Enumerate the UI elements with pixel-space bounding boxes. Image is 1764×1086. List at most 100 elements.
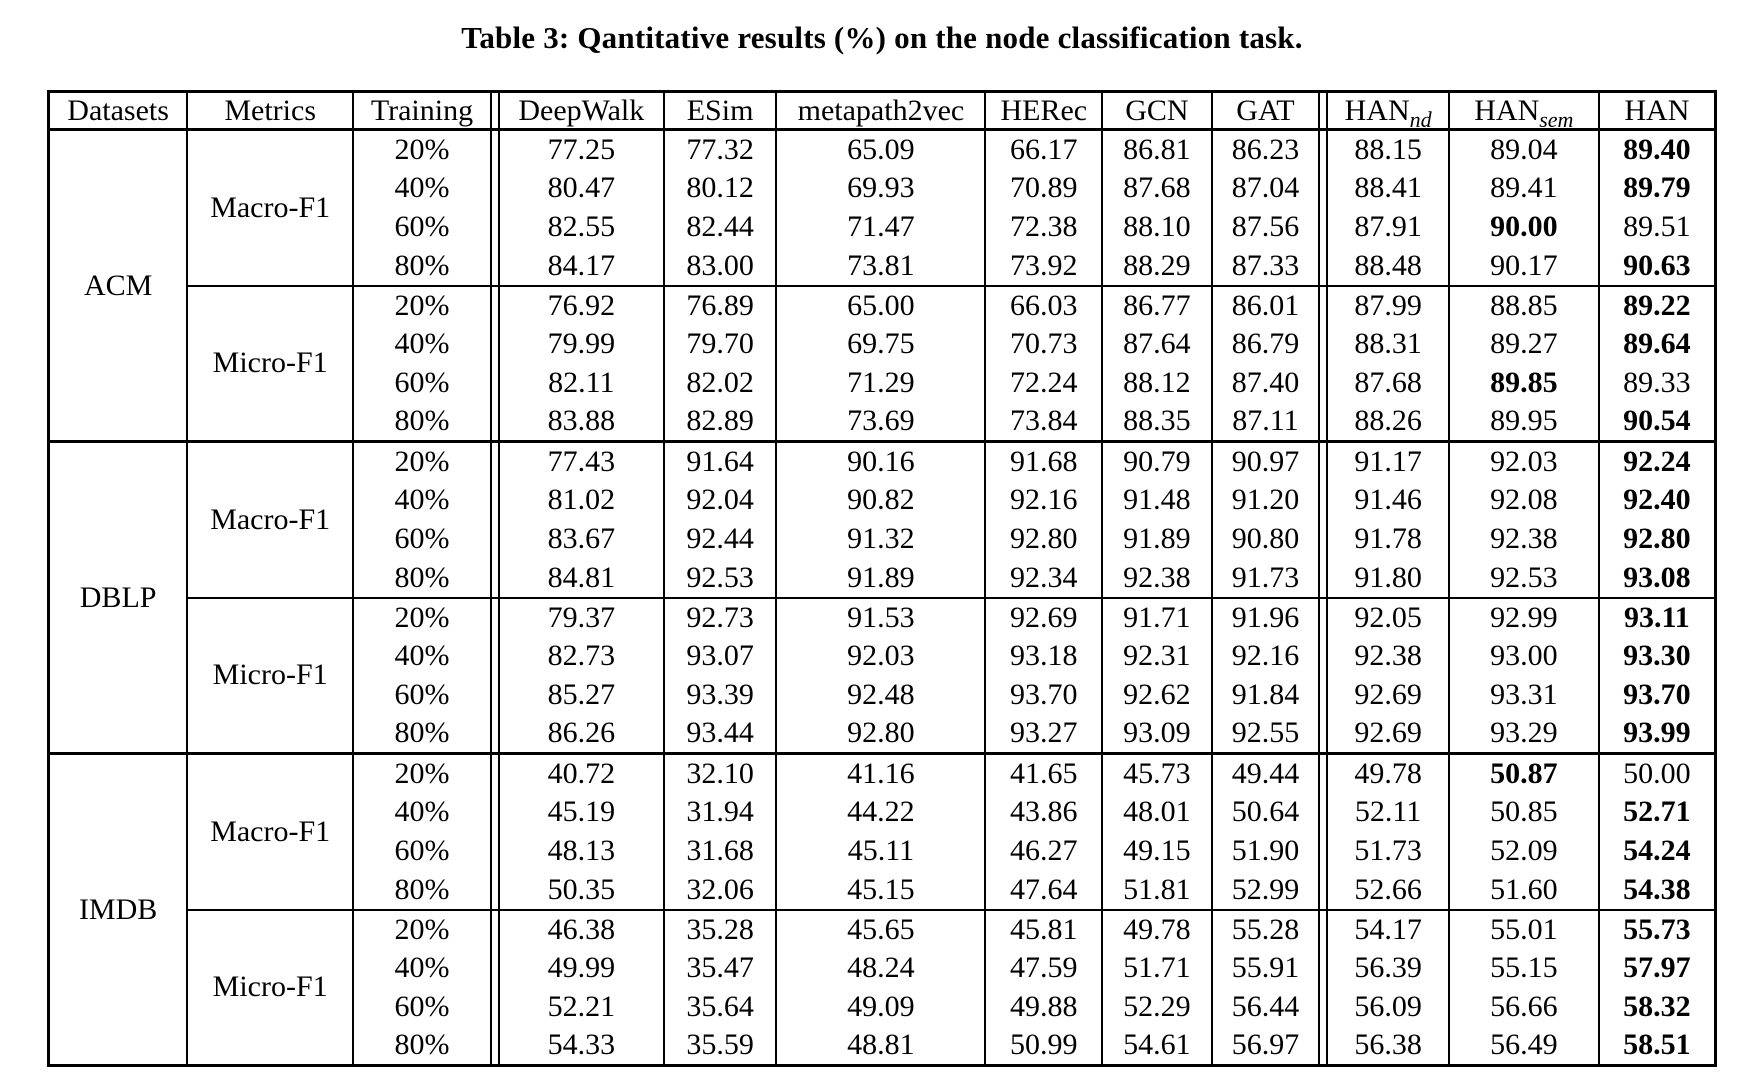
value-cell: 89.79 <box>1597 168 1717 208</box>
column-separator <box>489 636 500 676</box>
value-cell: 49.78 <box>1326 752 1450 793</box>
value-cell: 86.77 <box>1101 284 1213 325</box>
value-cell: 93.07 <box>662 636 778 676</box>
header-datasets: Datasets <box>47 91 189 131</box>
value-cell: 93.00 <box>1447 636 1600 676</box>
value-cell: 92.53 <box>662 558 778 598</box>
value-cell: 82.55 <box>497 207 665 247</box>
value-cell: 45.15 <box>775 870 987 910</box>
table-row: 80% 84.81 92.53 91.89 92.34 92.38 91.73 91.80 92… <box>49 558 1717 598</box>
value-cell: 55.73 <box>1597 908 1717 949</box>
value-cell: 90.97 <box>1210 440 1321 481</box>
training-cell: 40% <box>352 792 492 832</box>
column-separator <box>1318 948 1329 988</box>
header-gat: GAT <box>1210 91 1321 131</box>
value-cell: 77.32 <box>662 129 778 169</box>
value-cell: 91.89 <box>775 558 987 598</box>
value-cell: 52.99 <box>1210 870 1321 910</box>
column-separator <box>1318 752 1329 793</box>
training-cell: 40% <box>352 480 492 520</box>
value-cell: 89.95 <box>1447 402 1600 442</box>
training-cell: 40% <box>352 948 492 988</box>
value-cell: 56.38 <box>1326 1026 1450 1066</box>
value-cell: 93.70 <box>1597 675 1717 715</box>
value-cell: 58.32 <box>1597 987 1717 1027</box>
value-cell: 91.48 <box>1101 480 1213 520</box>
value-cell: 50.00 <box>1597 752 1717 793</box>
value-cell: 31.94 <box>662 792 778 832</box>
value-cell: 32.10 <box>662 752 778 793</box>
value-cell: 44.22 <box>775 792 987 832</box>
metric-cell: Micro-F1 <box>186 284 355 442</box>
value-cell: 69.75 <box>775 324 987 364</box>
value-cell: 82.89 <box>662 402 778 442</box>
value-cell: 92.40 <box>1597 480 1717 520</box>
column-separator <box>489 91 500 131</box>
value-cell: 49.88 <box>984 987 1104 1027</box>
value-cell: 92.44 <box>662 519 778 559</box>
header-deepwalk: DeepWalk <box>497 91 665 131</box>
value-cell: 50.64 <box>1210 792 1321 832</box>
table-row: 60% 82.11 82.02 71.29 72.24 88.12 87.40 87.68 89… <box>49 363 1717 403</box>
value-cell: 48.81 <box>775 1026 987 1066</box>
value-cell: 49.78 <box>1101 908 1213 949</box>
header-han: HAN <box>1597 91 1717 131</box>
value-cell: 92.38 <box>1326 636 1450 676</box>
value-cell: 83.88 <box>497 402 665 442</box>
value-cell: 92.69 <box>1326 714 1450 754</box>
value-cell: 56.66 <box>1447 987 1600 1027</box>
column-separator <box>489 831 500 871</box>
column-separator <box>489 752 500 793</box>
value-cell: 35.28 <box>662 908 778 949</box>
results-table: Datasets Metrics Training DeepWalk ESim … <box>47 90 1717 1067</box>
value-cell: 77.43 <box>497 440 665 481</box>
value-cell: 72.38 <box>984 207 1104 247</box>
column-separator <box>489 948 500 988</box>
value-cell: 88.12 <box>1101 363 1213 403</box>
value-cell: 73.92 <box>984 246 1104 286</box>
training-cell: 60% <box>352 987 492 1027</box>
value-cell: 92.80 <box>1597 519 1717 559</box>
column-separator <box>1318 440 1329 481</box>
column-separator <box>1318 284 1329 325</box>
value-cell: 92.34 <box>984 558 1104 598</box>
value-cell: 92.03 <box>1447 440 1600 481</box>
column-separator <box>489 1026 500 1066</box>
value-cell: 92.48 <box>775 675 987 715</box>
column-separator <box>489 675 500 715</box>
value-cell: 84.17 <box>497 246 665 286</box>
table-row: 80% 83.88 82.89 73.69 73.84 88.35 87.11 88.26 89… <box>49 402 1717 442</box>
value-cell: 66.17 <box>984 129 1104 169</box>
table-row: DBLP Macro-F1 20% 77.43 91.64 90.16 91.68 90.79… <box>47 440 1717 754</box>
value-cell: 51.73 <box>1326 831 1450 871</box>
training-cell: 80% <box>352 1026 492 1066</box>
value-cell: 47.59 <box>984 948 1104 988</box>
value-cell: 90.63 <box>1597 246 1717 286</box>
value-cell: 93.18 <box>984 636 1104 676</box>
column-separator <box>489 908 500 949</box>
value-cell: 82.11 <box>497 363 665 403</box>
value-cell: 50.35 <box>497 870 665 910</box>
value-cell: 82.02 <box>662 363 778 403</box>
value-cell: 92.04 <box>662 480 778 520</box>
value-cell: 92.16 <box>984 480 1104 520</box>
value-cell: 90.54 <box>1597 402 1717 442</box>
value-cell: 86.23 <box>1210 129 1321 169</box>
value-cell: 92.99 <box>1447 596 1600 637</box>
training-cell: 20% <box>352 440 492 481</box>
table-row: 60% 48.13 31.68 45.11 46.27 49.15 51.90 51.73 52… <box>49 831 1717 871</box>
value-cell: 76.89 <box>662 284 778 325</box>
value-cell: 87.68 <box>1101 168 1213 208</box>
value-cell: 91.89 <box>1101 519 1213 559</box>
value-cell: 93.99 <box>1597 714 1717 754</box>
training-cell: 20% <box>352 752 492 793</box>
value-cell: 32.06 <box>662 870 778 910</box>
table-row: 60% 52.21 35.64 49.09 49.88 52.29 56.44 56.09 56… <box>49 987 1717 1027</box>
column-separator <box>489 792 500 832</box>
value-cell: 92.31 <box>1101 636 1213 676</box>
column-separator <box>489 284 500 325</box>
value-cell: 51.81 <box>1101 870 1213 910</box>
value-cell: 43.86 <box>984 792 1104 832</box>
value-cell: 91.46 <box>1326 480 1450 520</box>
column-separator <box>1318 480 1329 520</box>
